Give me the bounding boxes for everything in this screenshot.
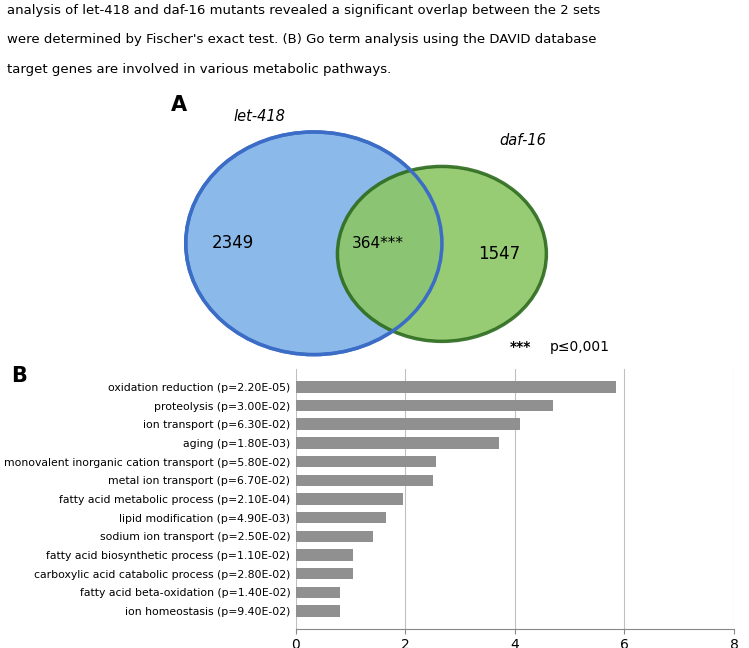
Bar (296, 512, 386, 524)
Text: were determined by Fischer's exact test. (B) Go term analysis using the DAVID da: were determined by Fischer's exact test.… (7, 33, 597, 46)
Bar (296, 474, 433, 486)
Bar (296, 381, 616, 393)
Ellipse shape (186, 132, 442, 354)
Ellipse shape (337, 167, 547, 341)
Text: A: A (171, 95, 187, 115)
Text: analysis of let-418 and daf-16 mutants revealed a significant overlap between th: analysis of let-418 and daf-16 mutants r… (7, 5, 601, 17)
Text: ***: *** (509, 340, 531, 354)
Bar (296, 605, 340, 617)
Text: let-418: let-418 (234, 109, 286, 124)
Text: B: B (11, 366, 27, 386)
Bar (296, 437, 499, 448)
Bar (296, 531, 372, 542)
Text: 1547: 1547 (478, 245, 521, 263)
Bar (296, 550, 354, 561)
Bar (296, 568, 354, 579)
Text: daf-16: daf-16 (500, 133, 546, 148)
Bar (296, 400, 554, 411)
Bar (296, 456, 435, 467)
Text: target genes are involved in various metabolic pathways.: target genes are involved in various met… (7, 63, 392, 76)
Text: 2349: 2349 (212, 235, 254, 252)
Bar (296, 493, 403, 505)
Bar (296, 586, 340, 598)
Text: p≤0,001: p≤0,001 (550, 340, 610, 354)
Bar (296, 419, 521, 430)
Text: 364***: 364*** (352, 236, 404, 251)
